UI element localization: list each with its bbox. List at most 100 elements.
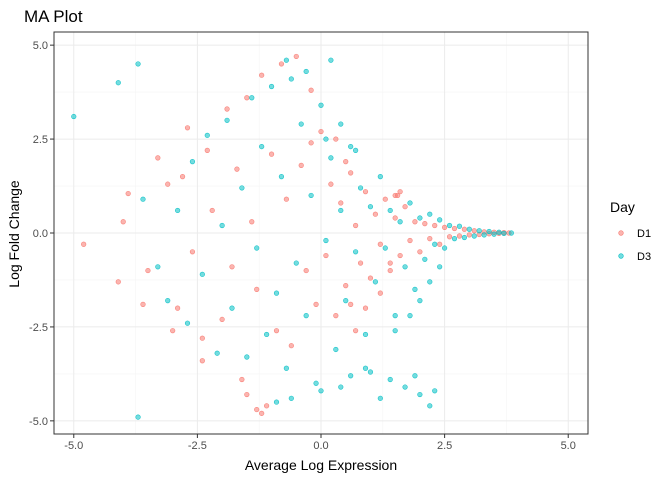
point-D1: [189, 249, 196, 255]
point-D1: [204, 147, 210, 153]
point-D1: [283, 196, 289, 202]
point-D3: [476, 228, 482, 234]
point-D1: [387, 267, 393, 274]
x-tick-label: 0.0: [313, 440, 328, 452]
legend-key-D3: [618, 253, 624, 259]
point-D1: [328, 181, 334, 187]
y-axis-title: Log Fold Change: [6, 180, 22, 288]
point-D3: [283, 57, 289, 63]
point-D3: [367, 369, 374, 375]
data-points: [71, 53, 514, 420]
point-D3: [343, 298, 349, 304]
point-D1: [397, 189, 403, 195]
point-D3: [264, 331, 270, 338]
point-D3: [323, 237, 329, 244]
point-D1: [244, 391, 250, 398]
point-D1: [254, 406, 260, 413]
point-D3: [165, 298, 171, 304]
point-D1: [278, 61, 285, 67]
point-D1: [397, 252, 403, 259]
point-D3: [456, 223, 463, 229]
y-tick-label: 0.0: [33, 228, 48, 240]
point-D3: [451, 236, 458, 242]
point-D3: [432, 241, 438, 247]
point-D1: [244, 95, 250, 101]
point-D3: [412, 286, 418, 292]
point-D3: [392, 313, 398, 319]
point-D3: [353, 249, 359, 255]
point-D3: [288, 395, 294, 401]
grid-lines: [54, 32, 588, 434]
y-tick-label: -5.0: [29, 416, 48, 428]
x-tick-label: 2.5: [437, 440, 452, 452]
point-D1: [451, 225, 458, 232]
point-D3: [229, 305, 235, 311]
point-D1: [417, 249, 423, 255]
point-D1: [338, 200, 344, 206]
point-D1: [273, 328, 280, 334]
legend-key-D1: [618, 230, 624, 236]
point-D1: [466, 232, 472, 238]
point-D3: [293, 260, 299, 266]
point-D3: [219, 222, 225, 229]
point-D3: [417, 391, 423, 398]
point-D3: [471, 233, 477, 239]
point-D1: [155, 155, 161, 161]
point-D3: [273, 399, 280, 405]
y-axis: -5.0 -2.5 0.0 2.5 5.0: [29, 40, 54, 428]
point-D3: [338, 384, 344, 390]
point-D1: [308, 87, 314, 93]
point-D3: [328, 155, 334, 161]
point-D1: [446, 234, 453, 240]
point-D1: [353, 328, 359, 334]
point-D1: [442, 224, 448, 230]
point-D3: [224, 117, 230, 123]
point-D3: [184, 320, 191, 326]
point-D3: [338, 121, 344, 127]
point-D1: [229, 264, 235, 270]
legend-label-D1: D1: [637, 228, 651, 240]
point-D3: [189, 159, 196, 165]
point-D1: [259, 72, 265, 78]
point-D3: [377, 174, 383, 180]
point-D1: [234, 166, 240, 172]
point-D3: [427, 279, 433, 285]
point-D3: [135, 61, 141, 67]
point-D3: [353, 147, 359, 153]
point-D1: [402, 204, 408, 210]
point-D1: [437, 241, 443, 247]
point-D3: [427, 403, 433, 409]
point-D3: [323, 136, 329, 142]
point-D3: [486, 228, 492, 235]
point-D3: [249, 95, 255, 101]
point-D3: [402, 384, 408, 390]
point-D3: [481, 232, 487, 238]
point-D1: [264, 403, 270, 409]
point-D1: [362, 189, 369, 195]
point-D3: [357, 185, 364, 191]
point-D3: [303, 313, 309, 319]
point-D1: [184, 125, 191, 131]
point-D1: [219, 316, 225, 323]
point-D3: [140, 196, 146, 202]
x-axis: -5.0 -2.5 0.0 2.5 5.0: [64, 434, 576, 452]
series-D1: [81, 53, 512, 416]
point-D3: [254, 245, 260, 251]
point-D3: [466, 226, 472, 232]
point-D3: [71, 113, 77, 120]
point-D3: [318, 388, 324, 394]
point-D3: [367, 204, 374, 210]
point-D3: [491, 231, 497, 237]
point-D3: [387, 207, 393, 214]
point-D1: [367, 275, 374, 281]
point-D3: [308, 192, 314, 199]
point-D1: [382, 196, 388, 202]
point-D3: [387, 376, 393, 383]
point-D1: [175, 305, 181, 311]
point-D1: [377, 290, 383, 296]
point-D3: [278, 174, 285, 180]
point-D1: [293, 53, 299, 60]
chart-title: MA Plot: [24, 7, 83, 26]
point-D1: [303, 267, 309, 274]
point-D1: [179, 174, 186, 180]
